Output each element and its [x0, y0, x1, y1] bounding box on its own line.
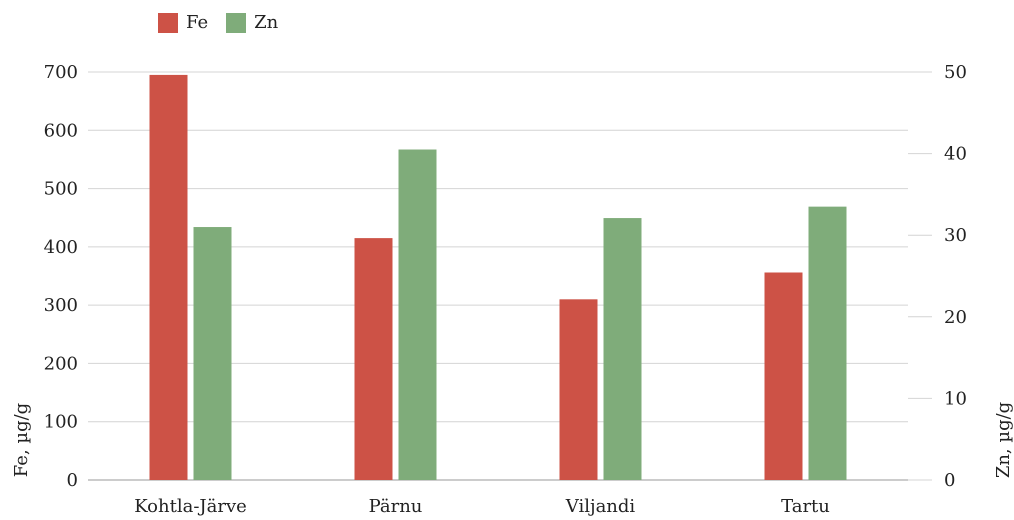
category-label: Viljandi — [565, 496, 636, 517]
left-axis-ticks: 0 100 200 300 400 500 600 700 — [44, 62, 78, 491]
legend-item-zn: Zn — [226, 12, 278, 33]
legend-label-fe: Fe — [186, 12, 209, 33]
legend: Fe Zn — [158, 12, 286, 33]
left-tick-label: 400 — [44, 237, 78, 258]
right-tick-label: 30 — [944, 225, 967, 246]
bar-zn-3 — [808, 206, 847, 480]
left-tick-label: 100 — [44, 412, 78, 433]
left-tick-label: 700 — [44, 62, 78, 83]
left-tick-label: 600 — [44, 120, 78, 141]
right-tick-label: 0 — [944, 470, 955, 491]
bar-zn-1 — [398, 149, 437, 480]
left-tick-label: 500 — [44, 179, 78, 200]
bar-zn-0 — [193, 227, 232, 480]
legend-item-fe: Fe — [158, 12, 208, 33]
category-label: Pärnu — [369, 496, 423, 517]
left-tick-label: 300 — [44, 295, 78, 316]
right-tick-label: 10 — [944, 388, 967, 409]
bar-fe-1 — [354, 238, 393, 480]
left-axis-title: Fe, µg/g — [11, 403, 32, 477]
legend-label-zn: Zn — [254, 12, 279, 33]
category-label: Kohtla-Järve — [134, 496, 247, 517]
right-tick-label: 40 — [944, 144, 967, 165]
category-label: Tartu — [781, 496, 830, 517]
category-labels: Kohtla-Järve Pärnu Viljandi Tartu — [134, 496, 830, 517]
legend-swatch-zn — [226, 12, 247, 33]
left-tick-label: 0 — [67, 470, 78, 491]
right-tick-marks — [908, 71, 932, 481]
right-tick-label: 20 — [944, 307, 967, 328]
right-axis-title: Zn, µg/g — [993, 402, 1014, 478]
bars — [149, 74, 847, 481]
right-axis-ticks: 0 10 20 30 40 50 — [944, 62, 967, 491]
bar-zn-2 — [603, 218, 642, 480]
right-tick-label: 50 — [944, 62, 967, 83]
bar-fe-3 — [764, 272, 803, 480]
bar-fe-2 — [559, 299, 598, 480]
left-tick-label: 200 — [44, 353, 78, 374]
bar-fe-0 — [149, 74, 188, 481]
legend-swatch-fe — [158, 12, 178, 33]
